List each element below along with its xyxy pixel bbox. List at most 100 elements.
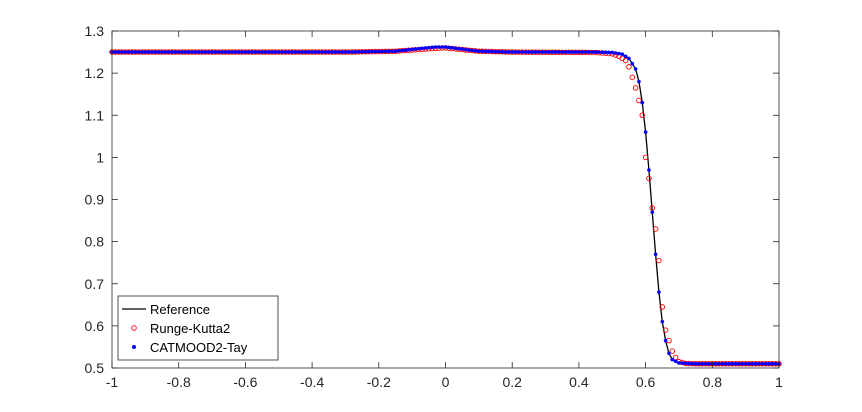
data-point — [642, 154, 649, 161]
data-point — [393, 49, 398, 54]
data-point — [293, 50, 298, 54]
data-point — [213, 50, 218, 54]
data-point — [266, 50, 271, 54]
legend-label: Reference — [150, 302, 210, 317]
data-point — [387, 49, 391, 54]
legend-swatch — [132, 345, 136, 349]
data-point — [460, 47, 464, 51]
data-point — [637, 79, 641, 84]
data-point — [610, 50, 615, 55]
data-point — [533, 50, 538, 54]
data-point — [470, 48, 474, 53]
data-point — [370, 49, 374, 54]
data-point — [390, 49, 394, 54]
data-point — [757, 361, 761, 366]
data-point — [730, 361, 735, 366]
x-tick-label: -0.2 — [367, 374, 391, 390]
data-point — [683, 361, 688, 366]
data-point — [150, 50, 154, 54]
data-point — [276, 50, 281, 54]
data-point — [296, 50, 301, 54]
data-point — [507, 50, 511, 54]
data-point — [737, 361, 741, 366]
data-point — [627, 56, 631, 61]
data-point — [530, 50, 535, 54]
data-point — [500, 50, 504, 54]
data-point — [233, 50, 238, 54]
data-point — [617, 51, 621, 56]
data-point — [330, 50, 334, 54]
data-point — [306, 50, 311, 54]
data-point — [423, 46, 428, 50]
y-tick-label: 1.3 — [85, 23, 105, 39]
data-point — [583, 50, 588, 54]
data-point — [316, 50, 321, 54]
x-tick-label: 0 — [442, 374, 450, 390]
data-point — [360, 49, 364, 54]
data-point — [230, 50, 234, 54]
data-point — [326, 50, 331, 54]
data-point — [290, 50, 294, 54]
data-point — [517, 50, 521, 54]
data-point — [190, 50, 194, 54]
data-point — [622, 57, 629, 64]
data-point — [723, 361, 728, 366]
legend-item: CATMOOD2-Tay — [132, 340, 248, 355]
data-point — [653, 252, 658, 257]
data-point — [733, 361, 738, 366]
data-point — [193, 50, 198, 54]
data-point — [323, 50, 328, 54]
data-point — [397, 49, 401, 53]
data-point — [503, 50, 508, 54]
data-point — [567, 50, 571, 54]
data-point — [603, 50, 608, 55]
data-point — [310, 50, 314, 54]
legend-item: Reference — [122, 302, 210, 317]
data-point — [377, 49, 381, 54]
x-tick-label: 1 — [775, 374, 783, 390]
data-point — [410, 47, 414, 52]
data-point — [680, 361, 685, 365]
data-point — [133, 50, 138, 54]
data-point — [560, 50, 565, 54]
data-point — [673, 359, 678, 364]
data-point — [697, 361, 701, 366]
y-tick-label: 1.2 — [85, 65, 105, 81]
data-point — [313, 50, 318, 54]
data-point — [663, 338, 668, 343]
data-point — [246, 50, 251, 54]
data-point — [580, 50, 585, 54]
data-point — [713, 361, 718, 366]
data-point — [477, 49, 481, 54]
y-tick-label: 0.5 — [85, 360, 105, 376]
data-point — [183, 50, 188, 54]
data-point — [447, 45, 451, 50]
data-point — [120, 50, 124, 54]
data-point — [340, 50, 344, 54]
data-point — [540, 50, 545, 54]
legend: Reference Runge-Kutta2 CATMOOD2-Tay — [117, 295, 279, 361]
data-point — [173, 50, 178, 54]
data-point — [383, 49, 388, 54]
data-point — [690, 361, 695, 366]
data-point — [770, 361, 775, 366]
data-point — [256, 50, 261, 54]
data-point — [687, 361, 691, 366]
data-point — [483, 49, 488, 54]
data-point — [407, 47, 411, 52]
data-point — [633, 67, 638, 71]
data-point — [467, 48, 471, 52]
data-point — [196, 50, 201, 54]
data-point — [140, 50, 144, 54]
data-point — [260, 50, 264, 54]
data-point — [550, 50, 555, 54]
series-catmood2-tay — [110, 45, 781, 366]
data-point — [490, 49, 494, 54]
data-point — [427, 45, 431, 50]
data-point — [513, 50, 518, 54]
y-tick-label: 1 — [96, 149, 104, 165]
data-point — [116, 50, 121, 54]
data-point — [200, 50, 204, 54]
data-point — [643, 130, 648, 134]
data-point — [437, 45, 441, 49]
